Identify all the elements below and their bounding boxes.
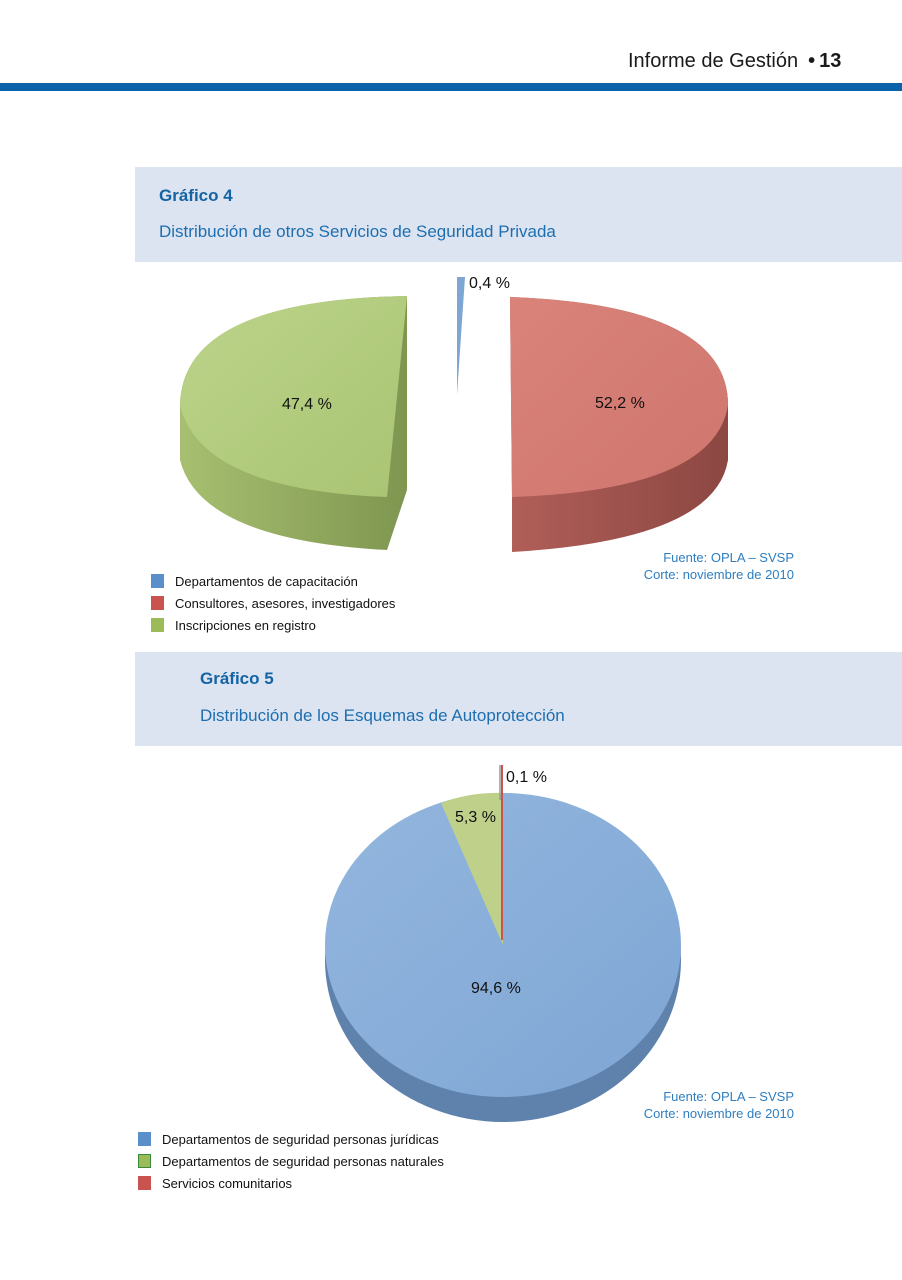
chart5-data-label-naturales: 5,3 % [455, 809, 496, 826]
legend-swatch-green [138, 1154, 151, 1168]
chart5-title-band: Gráfico 5 Distribución de los Esquemas d… [135, 652, 902, 746]
legend-label: Departamentos de capacitación [175, 573, 358, 589]
legend-item: Servicios comunitarios [138, 1172, 444, 1194]
header-rule [0, 83, 902, 91]
chart5-source-line1: Fuente: OPLA – SVSP [663, 1089, 794, 1104]
chart5-source-line2: Corte: noviembre de 2010 [643, 1106, 794, 1121]
chart4-slice-capacitacion [457, 277, 465, 395]
chart4-title: Distribución de otros Servicios de Segur… [159, 222, 556, 241]
legend-label: Departamentos de seguridad personas natu… [162, 1153, 444, 1169]
chart5-legend: Departamentos de seguridad personas jurí… [138, 1128, 444, 1194]
chart5-source: Fuente: OPLA – SVSP Corte: noviembre de … [644, 1088, 794, 1122]
chart4-data-label-capacitacion: 0,4 % [469, 275, 510, 292]
chart4-slice-consultores [510, 297, 728, 552]
chart4-title-band: Gráfico 4 Distribución de otros Servicio… [135, 167, 902, 262]
legend-swatch-blue [138, 1132, 151, 1146]
chart5-pie [325, 765, 681, 1122]
chart4-source-line1: Fuente: OPLA – SVSP [663, 550, 794, 565]
legend-swatch-blue [151, 574, 164, 588]
bullet-separator: • [808, 50, 816, 72]
report-title: Informe de Gestión [628, 50, 799, 72]
legend-item: Departamentos de capacitación [151, 570, 395, 592]
legend-swatch-green [151, 618, 164, 632]
chart4-source: Fuente: OPLA – SVSP Corte: noviembre de … [644, 549, 794, 583]
chart5-data-label-juridicas: 94,6 % [471, 980, 521, 997]
chart4-label: Gráfico 4 [159, 186, 233, 205]
chart4-data-label-consultores: 52,2 % [595, 395, 645, 412]
legend-item: Consultores, asesores, investigadores [151, 592, 395, 614]
legend-swatch-red [151, 596, 164, 610]
chart5-title: Distribución de los Esquemas de Autoprot… [200, 706, 565, 725]
chart4-source-line2: Corte: noviembre de 2010 [643, 567, 794, 582]
chart5-label: Gráfico 5 [200, 669, 274, 688]
legend-label: Consultores, asesores, investigadores [175, 595, 396, 611]
chart4-slice-inscripciones [180, 296, 407, 550]
legend-label: Inscripciones en registro [175, 617, 316, 633]
legend-swatch-red [138, 1176, 151, 1190]
chart5-data-label-comunitarios: 0,1 % [506, 769, 547, 786]
legend-item: Departamentos de seguridad personas jurí… [138, 1128, 444, 1150]
chart4-legend: Departamentos de capacitación Consultore… [151, 570, 395, 636]
chart4-data-label-inscripciones: 47,4 % [282, 396, 332, 413]
legend-label: Departamentos de seguridad personas jurí… [162, 1131, 439, 1147]
page-number: 13 [819, 50, 842, 72]
legend-label: Servicios comunitarios [162, 1175, 293, 1191]
legend-item: Inscripciones en registro [151, 614, 395, 636]
legend-item: Departamentos de seguridad personas natu… [138, 1150, 444, 1172]
header-title: Informe de Gestión • 13 [628, 50, 841, 73]
